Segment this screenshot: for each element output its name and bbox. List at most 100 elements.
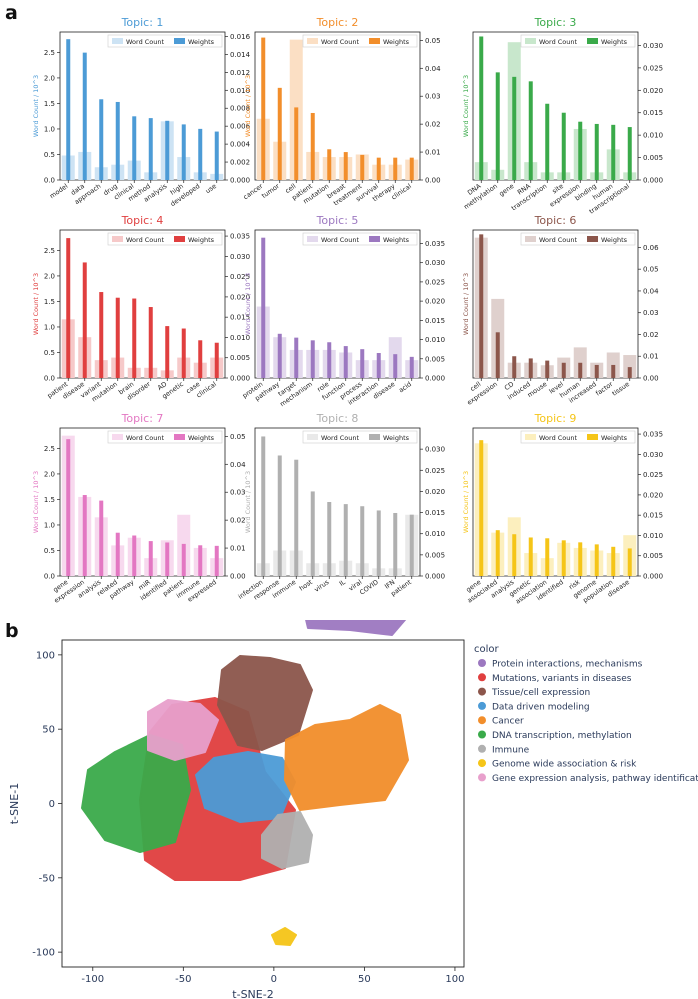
y-tick-label: -50 [39,873,55,884]
weight-bar [115,532,120,576]
y2-tick-label: 0.005 [643,552,663,560]
weight-bar [99,292,104,378]
y-tick-label: 0.0 [44,573,55,581]
plot-frame [59,229,226,379]
cluster-region [284,704,409,811]
legend-swatch-weights [174,434,185,440]
y-tick-label: 0.5 [44,151,55,159]
weight-bar [165,326,170,378]
y-tick-label: 2.5 [44,247,55,255]
weight-bar [261,436,266,576]
cluster-region [81,734,191,853]
weight-bar [214,342,219,378]
y2-tick-label: 0.015 [425,509,445,517]
y2-tick-label: 0.04 [230,461,246,469]
weight-bar [214,545,219,576]
y2-tick-label: 0.03 [643,309,659,317]
y2-tick-label: 0.000 [643,177,663,185]
legend-entry: Immune [492,745,530,755]
legend-marker [478,716,486,725]
y2-tick-label: 0.000 [425,375,445,383]
legend-label-word-count: Word Count [321,38,360,46]
weight-bar [99,500,104,576]
legend-label-weights: Weights [188,434,215,442]
y-axis-label: t-SNE-1 [8,783,21,824]
weight-bar [495,72,500,180]
weight-bar [409,356,414,378]
legend-marker [478,773,486,782]
y2-tick-label: 0.02 [643,331,659,339]
chart-title: Topic: 4 [121,214,164,227]
legend-label-weights: Weights [188,38,215,46]
y-tick-label: 0.0 [44,375,55,383]
legend-swatch-word-count [525,434,536,440]
cluster-region [261,811,313,869]
legend-marker [478,687,486,696]
legend-label-weights: Weights [383,434,410,442]
y2-tick-label: 0.030 [425,446,445,454]
weight-bar [115,101,120,180]
x-tick-label: tissue [611,380,631,398]
legend-marker [478,673,486,682]
weight-bar [132,116,137,180]
plot-frame [472,31,639,181]
x-tick-label: host [298,578,314,593]
y-axis-label: Word Count / 10^3 [244,75,252,137]
legend-box [302,232,418,246]
tsne-scatter-plot: -100 -50 0 50 100 -100 -50 0 50 100 t-SNE-2 t-SNE-1… [8,620,698,999]
weight-bar [294,459,299,576]
legend-label-word-count: Word Count [539,434,578,442]
legend-swatch-word-count [307,434,318,440]
y-tick-label: 1.0 [44,323,55,331]
y-tick-label: 1.5 [44,298,55,306]
cluster-region [147,699,219,761]
x-tick-label: use [204,182,218,195]
y2-tick-label: 0.008 [230,105,250,113]
legend-swatch-weights [369,236,380,242]
chart-title: Topic: 1 [121,16,164,29]
legend-entry: Cancer [492,717,524,727]
plot-frame [59,31,226,181]
y2-tick-label: 0.002 [230,159,250,167]
tsne-chart: -100 -50 0 50 100 -100 -50 0 50 100 t-SNE-2 t-SNE-1… [8,620,698,999]
y2-tick-label: 0.000 [425,573,445,581]
y2-tick-label: 0.010 [425,530,445,538]
plot-frame [254,31,421,181]
y-axis-label: Word Count / 10^3 [244,471,252,533]
legend-marker [478,701,486,710]
legend-swatch-weights [174,236,185,242]
x-tick-label: acid [397,380,413,394]
y2-tick-label: 0.016 [230,33,251,41]
legend-title: color [474,644,500,655]
y2-tick-label: 0.030 [425,259,445,267]
y2-tick-label: 0.005 [643,154,663,162]
weight-bar [627,127,632,180]
legend-label-weights: Weights [188,236,215,244]
x-tick-label: 0 [271,974,277,985]
cluster-region [305,620,407,636]
weight-bar [578,542,583,576]
x-tick-label: -50 [175,974,191,985]
weight-bar [66,439,71,576]
legend-marker [478,759,486,768]
weight-bar [132,535,137,576]
legend-label-weights: Weights [601,434,628,442]
x-tick-label: virus [313,578,331,594]
x-tick-label: 50 [358,974,371,985]
weight-bar [393,157,398,180]
weight-bar [82,262,87,378]
topic-chart-7: Topic: 7geneexpressionanalysisrelatedpat… [32,412,246,605]
plot-frame [472,427,639,577]
y2-tick-label: 0.010 [643,532,663,540]
weight-bar [545,103,550,180]
weight-bar [376,510,381,576]
chart-title: Topic: 6 [534,214,577,227]
legend-label-word-count: Word Count [126,236,165,244]
y2-tick-label: 0.000 [230,177,250,185]
legend-swatch-weights [369,38,380,44]
weight-bar [360,154,365,180]
x-tick-label: tumor [260,182,281,200]
plot-frame [472,229,639,379]
weight-bar [376,157,381,180]
